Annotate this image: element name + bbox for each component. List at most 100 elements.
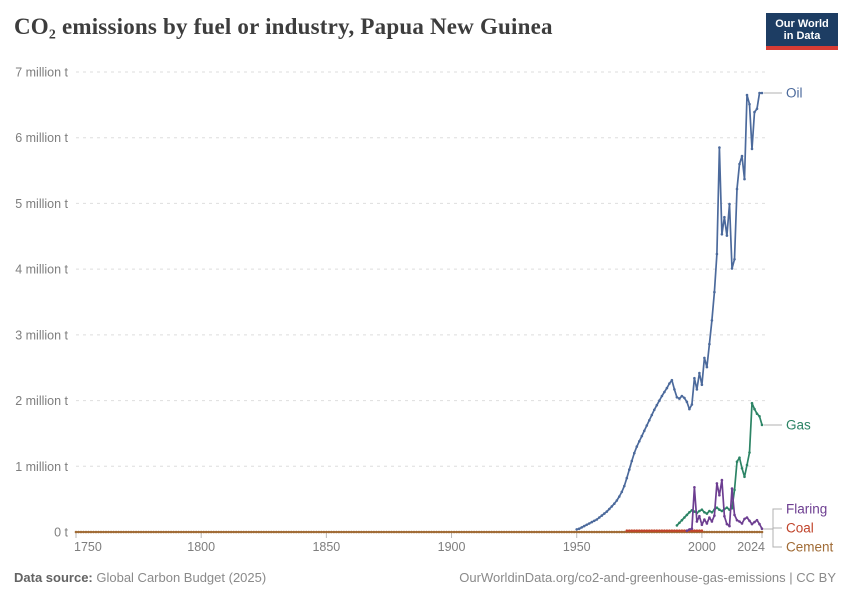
- oil-data-point: [735, 187, 739, 191]
- oil-data-point: [658, 399, 661, 402]
- cement-data-point: [437, 530, 441, 534]
- cement-data-point: [467, 530, 471, 534]
- gas-data-point: [755, 412, 759, 416]
- series-label-oil[interactable]: Oil: [786, 86, 803, 101]
- oil-data-point: [688, 407, 691, 411]
- cement-data-point: [447, 530, 451, 534]
- series-label-flaring[interactable]: Flaring: [786, 502, 827, 517]
- coal-data-point: [665, 529, 669, 532]
- cement-data-point: [315, 530, 318, 534]
- series-label-coal[interactable]: Coal: [786, 521, 814, 536]
- cement-data-point: [239, 530, 243, 534]
- series-label-connector: [763, 508, 782, 530]
- oil-series[interactable]: [575, 91, 764, 531]
- oil-data-point: [623, 484, 626, 488]
- oil-data-point: [698, 371, 701, 375]
- cement-data-point: [605, 530, 609, 534]
- cement-data-point: [172, 530, 175, 534]
- flaring-data-point: [735, 518, 739, 522]
- cement-data-point: [540, 530, 543, 534]
- cement-data-point: [530, 530, 533, 534]
- oil-data-point: [718, 146, 721, 149]
- cement-data-point: [402, 530, 406, 534]
- oil-data-point: [660, 394, 664, 398]
- cement-data-point: [152, 530, 155, 534]
- coal-data-point: [683, 529, 686, 532]
- oil-data-point: [608, 507, 611, 511]
- oil-series-line[interactable]: [576, 92, 762, 531]
- series-label-gas[interactable]: Gas: [786, 418, 811, 433]
- cement-data-point: [335, 530, 338, 534]
- coal-data-point: [663, 529, 666, 532]
- flaring-series-line[interactable]: [686, 479, 763, 532]
- cement-data-point: [310, 530, 313, 534]
- oil-data-point: [640, 434, 644, 438]
- cement-data-point: [187, 530, 190, 534]
- cement-data-point: [532, 530, 536, 534]
- cement-data-point: [320, 530, 323, 534]
- oil-data-point: [587, 522, 591, 525]
- oil-data-point: [745, 93, 749, 97]
- cement-data-point: [572, 530, 576, 534]
- oil-data-point: [668, 382, 671, 385]
- cement-data-point: [618, 530, 621, 534]
- oil-data-point: [705, 365, 709, 369]
- gas-data-point: [738, 456, 741, 460]
- cement-data-point: [743, 530, 746, 534]
- cement-data-point: [337, 530, 341, 534]
- cement-data-point: [270, 530, 273, 534]
- series-label-cement[interactable]: Cement: [786, 540, 834, 555]
- flaring-data-point: [733, 513, 736, 517]
- cement-data-point: [137, 530, 140, 534]
- oil-data-point: [653, 408, 656, 412]
- cement-data-point: [212, 530, 215, 534]
- oil-data-point: [620, 490, 624, 494]
- flaring-data-point: [700, 523, 704, 527]
- gas-series[interactable]: [675, 401, 764, 527]
- flaring-series[interactable]: [685, 478, 764, 532]
- cement-series[interactable]: [74, 530, 764, 534]
- cement-data-point: [360, 530, 363, 534]
- cement-data-point: [312, 530, 316, 534]
- owid-logo[interactable]: Our World in Data: [766, 13, 838, 50]
- cement-data-point: [420, 530, 423, 534]
- cement-data-point: [157, 530, 160, 534]
- cement-data-point: [330, 530, 333, 534]
- cement-data-point: [735, 530, 739, 534]
- cement-data-point: [244, 530, 248, 534]
- cement-data-point: [500, 530, 503, 534]
- cement-data-point: [292, 530, 296, 534]
- oil-data-point: [618, 495, 621, 498]
- gas-series-line[interactable]: [676, 402, 763, 526]
- coal-data-point: [643, 529, 646, 532]
- oil-data-point: [728, 202, 731, 206]
- cement-data-point: [738, 530, 741, 534]
- coal-data-point: [680, 529, 684, 532]
- gas-data-point: [745, 463, 749, 467]
- cement-data-point: [355, 530, 358, 534]
- cement-data-point: [219, 530, 223, 534]
- cement-data-point: [87, 530, 90, 534]
- x-tick-label: 1850: [312, 540, 340, 554]
- flaring-data-point: [730, 487, 734, 490]
- flaring-data-point: [753, 520, 756, 524]
- cement-data-point: [79, 530, 83, 534]
- citation-link[interactable]: OurWorldinData.org/co2-and-greenhouse-ga…: [459, 570, 836, 585]
- y-tick-label: 3 million t: [15, 328, 68, 342]
- cement-data-point: [442, 530, 446, 534]
- cement-data-point: [430, 530, 433, 534]
- cement-data-point: [715, 530, 719, 534]
- cement-data-point: [232, 530, 235, 534]
- oil-data-point: [590, 520, 594, 524]
- cement-data-point: [352, 530, 356, 534]
- oil-data-point: [633, 451, 636, 455]
- oil-data-point: [678, 397, 681, 400]
- coal-data-point: [628, 529, 631, 532]
- gas-data-point: [740, 467, 744, 470]
- oil-data-point: [593, 519, 596, 523]
- cement-data-point: [552, 530, 556, 534]
- oil-data-point: [613, 502, 616, 506]
- flaring-data-point: [685, 529, 689, 532]
